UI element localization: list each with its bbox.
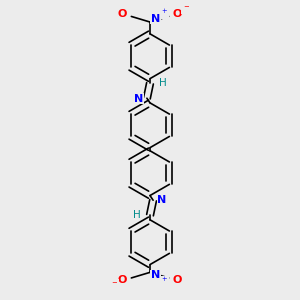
Text: $^-$: $^-$ [182, 4, 190, 14]
Text: $^+$: $^+$ [160, 276, 168, 286]
Text: N: N [134, 94, 144, 104]
Text: O: O [118, 9, 127, 19]
Text: H: H [159, 78, 167, 88]
Text: N: N [151, 14, 160, 24]
Text: O: O [173, 9, 182, 19]
Text: O: O [118, 275, 127, 285]
Text: $^-$: $^-$ [110, 280, 118, 290]
Text: N: N [151, 271, 160, 281]
Text: O: O [173, 275, 182, 285]
Text: $^+$: $^+$ [160, 8, 168, 18]
Text: N: N [157, 195, 167, 205]
Text: H: H [133, 209, 141, 220]
